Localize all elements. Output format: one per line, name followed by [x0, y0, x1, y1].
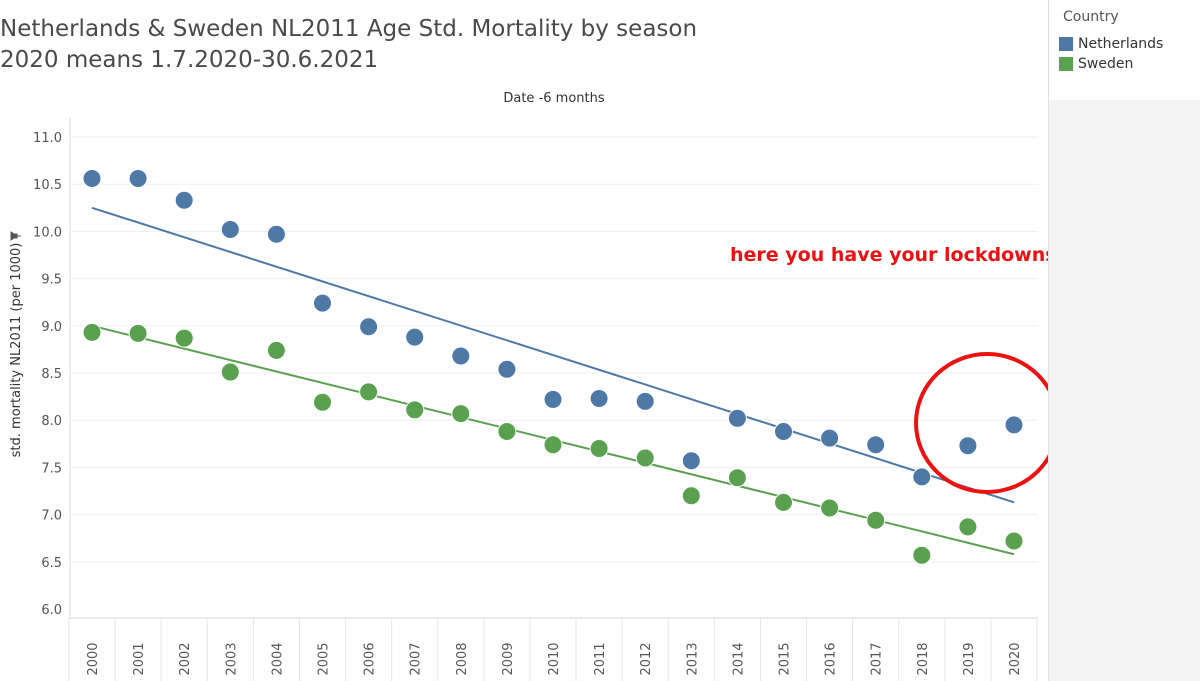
- x-tick-label: 2006: [363, 642, 378, 675]
- point-netherlands-2000: [82, 169, 102, 189]
- point-netherlands-2009: [497, 359, 517, 379]
- point-netherlands-2003: [220, 220, 240, 240]
- data-points: [82, 169, 1024, 565]
- point-sweden-2019: [958, 517, 978, 537]
- x-tick-label: 2000: [86, 642, 101, 675]
- x-tick-label: 2004: [270, 642, 285, 675]
- y-tick-label: 10.5: [33, 178, 62, 193]
- point-sweden-2018: [912, 545, 932, 565]
- annotation-text: here you have your lockdowns: [730, 244, 1048, 266]
- chart-title-line-2: 2020 means 1.7.2020-30.6.2021: [0, 47, 379, 73]
- legend-swatch-netherlands: [1059, 37, 1073, 51]
- legend-panel-background: [1048, 100, 1200, 681]
- x-tick-label: 2009: [501, 642, 516, 675]
- x-tick-label: 2001: [132, 642, 147, 675]
- point-sweden-2007: [405, 400, 425, 420]
- point-sweden-2013: [681, 486, 701, 506]
- point-sweden-2003: [220, 362, 240, 382]
- x-tick-label: 2003: [224, 642, 239, 675]
- legend-item-netherlands[interactable]: Netherlands: [1059, 34, 1163, 54]
- x-axis: 2000 2001 2002 2003 2004 2005 2006 2007 2008 2009…: [68, 618, 1038, 681]
- point-netherlands-2018: [912, 467, 932, 487]
- x-axis-title: Date -6 months: [503, 91, 604, 106]
- point-netherlands-2015: [774, 422, 793, 442]
- point-sweden-2015: [774, 492, 793, 512]
- y-tick-label: 9.5: [41, 273, 62, 288]
- y-tick-label: 8.0: [41, 414, 62, 429]
- x-tick-label: 2005: [317, 642, 332, 675]
- chart-title: Netherlands & Sweden NL2011 Age Std. Mor…: [0, 14, 697, 76]
- x-tick-label: 2014: [731, 642, 746, 675]
- x-tick-label: 2015: [778, 642, 793, 675]
- y-tick-label: 9.0: [41, 320, 62, 335]
- legend-swatch-sweden: [1059, 57, 1073, 71]
- x-tick-label: 2007: [409, 642, 424, 675]
- point-sweden-2011: [589, 439, 609, 459]
- gridlines: [69, 118, 1038, 619]
- y-tick-label: 6.0: [41, 603, 62, 618]
- chart-title-line-1: Netherlands & Sweden NL2011 Age Std. Mor…: [0, 16, 698, 42]
- point-netherlands-2019: [958, 436, 978, 456]
- point-netherlands-2010: [543, 389, 563, 409]
- x-tick-label: 2018: [916, 642, 931, 675]
- point-sweden-2005: [313, 392, 332, 412]
- point-netherlands-2014: [727, 408, 747, 428]
- point-netherlands-2011: [589, 388, 609, 408]
- x-tick-label: 2013: [685, 642, 700, 675]
- x-tick-label: 2016: [824, 642, 839, 675]
- scatter-plot: 6.0 6.5 7.0 7.5 8.0 8.5 9.0 9.5 10.0 10.5 11.0 200…: [9, 91, 1048, 681]
- point-netherlands-2001: [128, 169, 148, 189]
- point-sweden-2009: [497, 422, 517, 442]
- y-tick-label: 7.0: [41, 509, 62, 524]
- x-tick-label: 2019: [962, 642, 977, 675]
- y-tick-label: 11.0: [33, 131, 62, 146]
- y-tick-label: 8.5: [41, 367, 62, 382]
- annotation-circle: [914, 352, 1048, 494]
- x-tick-label: 2008: [455, 642, 470, 675]
- point-sweden-2017: [866, 510, 886, 530]
- point-sweden-2002: [174, 328, 194, 348]
- x-tick-label: 2002: [178, 642, 193, 675]
- point-netherlands-2006: [359, 317, 379, 337]
- y-axis: 6.0 6.5 7.0 7.5 8.0 8.5 9.0 9.5 10.0 10.5 11.0: [33, 131, 62, 618]
- legend-item-sweden[interactable]: Sweden: [1059, 54, 1133, 74]
- point-sweden-2006: [359, 382, 379, 402]
- legend-title: Country: [1063, 9, 1119, 25]
- point-sweden-2001: [128, 323, 148, 343]
- legend-label-netherlands: Netherlands: [1078, 36, 1164, 52]
- point-netherlands-2005: [313, 293, 332, 313]
- x-tick-label: 2010: [547, 642, 562, 675]
- y-tick-label: 6.5: [41, 556, 62, 571]
- point-netherlands-2017: [866, 435, 886, 455]
- point-netherlands-2004: [266, 224, 286, 244]
- point-netherlands-2016: [820, 428, 840, 448]
- point-sweden-2000: [82, 322, 102, 342]
- point-netherlands-2007: [405, 327, 425, 347]
- point-sweden-2008: [451, 404, 471, 424]
- y-tick-label: 10.0: [33, 225, 62, 240]
- point-netherlands-2020: [1004, 415, 1024, 435]
- y-axis-title: std. mortality NL2011 (per 1000): [9, 243, 24, 458]
- x-tick-label: 2011: [593, 642, 608, 675]
- trend-line-netherlands: [91, 206, 1015, 504]
- x-tick-label: 2017: [870, 642, 885, 675]
- point-netherlands-2008: [451, 346, 471, 366]
- point-sweden-2004: [266, 340, 286, 360]
- point-sweden-2014: [727, 468, 747, 488]
- point-netherlands-2012: [635, 391, 655, 411]
- point-sweden-2016: [820, 498, 840, 518]
- point-sweden-2020: [1004, 531, 1024, 551]
- legend-label-sweden: Sweden: [1078, 56, 1134, 72]
- point-netherlands-2002: [174, 190, 194, 210]
- point-netherlands-2013: [681, 451, 701, 471]
- point-sweden-2012: [635, 448, 655, 468]
- y-tick-label: 7.5: [41, 461, 62, 476]
- point-sweden-2010: [543, 435, 563, 455]
- legend: Country Netherlands Sweden: [1048, 0, 1200, 100]
- x-tick-label: 2020: [1008, 642, 1023, 675]
- x-tick-label: 2012: [639, 642, 654, 675]
- pin-icon[interactable]: [10, 231, 21, 241]
